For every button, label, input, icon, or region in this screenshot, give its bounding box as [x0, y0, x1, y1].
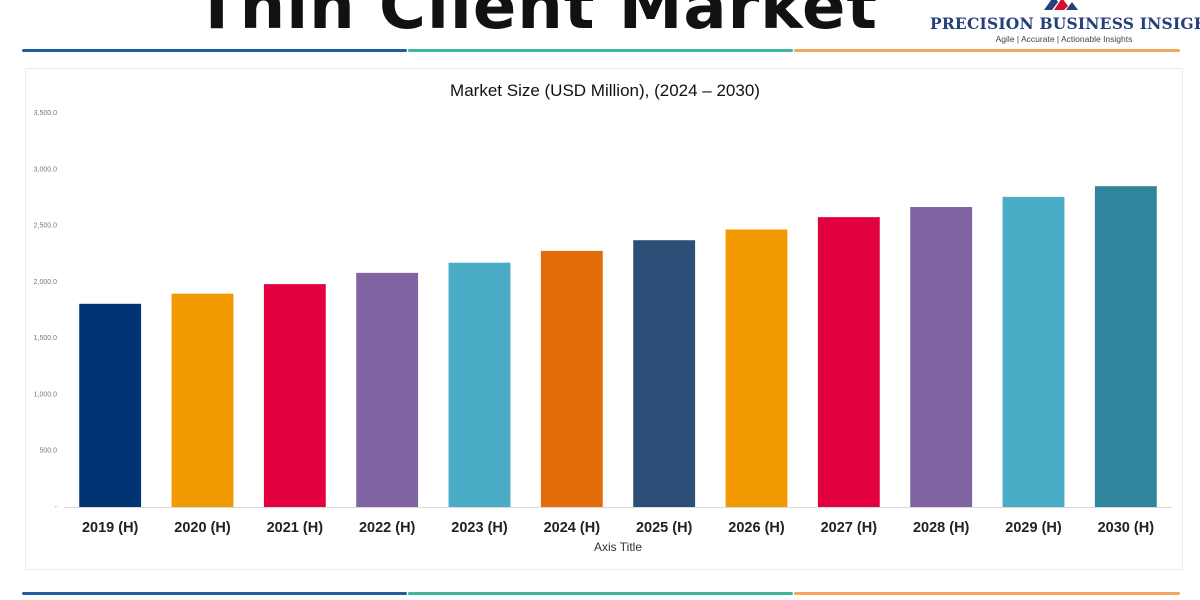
x-tick-label: 2029 (H) [1005, 520, 1062, 536]
y-tick-label: 500.0 [39, 448, 57, 455]
top-divider-orange [794, 49, 1180, 52]
bottom-divider [0, 592, 1200, 595]
x-tick-label: 2028 (H) [913, 520, 970, 536]
bar-2027 [817, 217, 880, 507]
brand-tagline: Agile | Accurate | Actionable Insights [995, 34, 1133, 44]
y-tick-label: 2,500.0 [34, 223, 57, 230]
x-tick-label: 2025 (H) [636, 520, 693, 536]
bottom-divider-blue [22, 592, 407, 595]
x-tick-label: 2023 (H) [451, 520, 508, 536]
bar-2030 [1094, 186, 1157, 508]
x-tick-label: 2030 (H) [1098, 520, 1155, 536]
bar-2024 [540, 250, 603, 507]
chart-frame: Market Size (USD Million), (2024 – 2030)… [25, 68, 1183, 570]
y-tick-label: 1,500.0 [34, 335, 57, 342]
x-tick-label: 2024 (H) [544, 520, 601, 536]
y-axis: - 500.0 1,000.0 1,500.0 2,000.0 2,500.0 3,000.… [34, 110, 1172, 511]
brand-logo-icon [1044, 0, 1078, 10]
x-tick-label: 2026 (H) [728, 520, 785, 536]
y-tick-label: 3,500.0 [34, 110, 57, 117]
bar-2019 [79, 303, 142, 507]
bar-2021 [263, 284, 326, 507]
bar-chart: Market Size (USD Million), (2024 – 2030)… [34, 81, 1172, 554]
chart-title: Market Size (USD Million), (2024 – 2030) [450, 81, 760, 100]
top-divider-green [408, 49, 793, 52]
y-tick-label: - [55, 504, 58, 511]
x-tick-label: 2027 (H) [821, 520, 878, 536]
x-axis: 2019 (H) 2020 (H) 2021 (H) 2022 (H) 2023 (H)… [82, 520, 1154, 536]
bar-2020 [171, 293, 234, 507]
top-divider-blue [22, 49, 407, 52]
x-axis-title: Axis Title [594, 540, 642, 554]
y-tick-label: 1,000.0 [34, 391, 57, 398]
bar-2028 [910, 207, 973, 507]
bar-2023 [448, 262, 511, 507]
bar-2029 [1002, 196, 1065, 507]
bar-2026 [725, 229, 788, 507]
brand: PRECISION BUSINESS INSIGHTS Agile | Accu… [930, 0, 1200, 48]
x-tick-label: 2021 (H) [267, 520, 324, 536]
bottom-divider-green [408, 592, 793, 595]
top-divider [0, 49, 1200, 52]
y-tick-label: 3,000.0 [34, 166, 57, 173]
x-tick-label: 2019 (H) [82, 520, 139, 536]
x-tick-label: 2020 (H) [174, 520, 231, 536]
y-tick-label: 2,000.0 [34, 279, 57, 286]
page-title: Thin Client Market [195, 0, 878, 44]
bar-2025 [633, 240, 696, 507]
x-tick-label: 2022 (H) [359, 520, 416, 536]
bottom-divider-orange [794, 592, 1180, 595]
bars [79, 186, 1157, 508]
bar-2022 [356, 272, 419, 507]
brand-name: PRECISION BUSINESS INSIGHTS [930, 14, 1200, 33]
